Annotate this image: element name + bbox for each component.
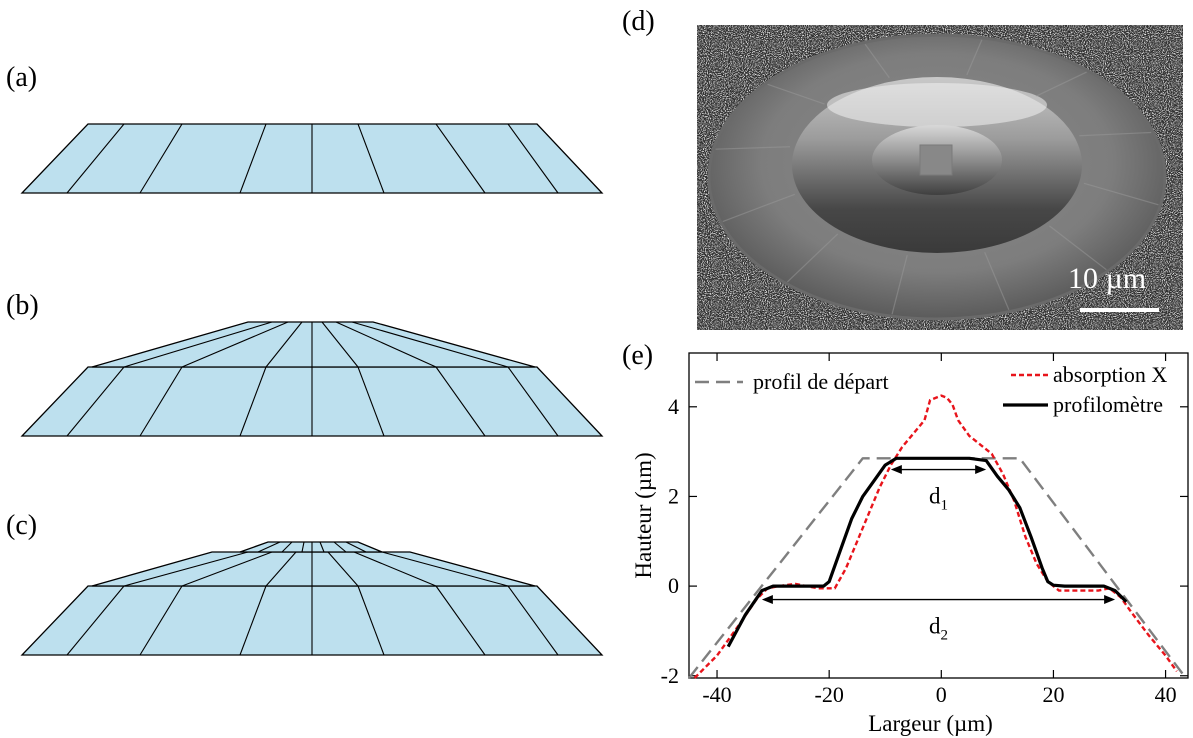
frustum-diagrams bbox=[20, 123, 604, 656]
frustum-b-top-facet-line bbox=[181, 321, 289, 368]
dimension-d1-arrow bbox=[890, 465, 987, 475]
micrograph-center-square bbox=[919, 144, 953, 176]
micrograph-facet-line bbox=[864, 43, 890, 79]
frustum-b-top-facet-line bbox=[351, 321, 509, 368]
dimension-d2-arrow-head-left bbox=[761, 595, 773, 605]
panel-label-a: (a) bbox=[6, 62, 38, 93]
dimension-d2-subscript: 2 bbox=[941, 628, 949, 644]
frustum-c-base-facet-line bbox=[435, 585, 486, 656]
y-axis-label: Hauteur (µm) bbox=[633, 452, 656, 578]
frustum-c-middle bbox=[91, 551, 536, 587]
frustum-a-base-facet-line bbox=[139, 123, 183, 194]
frustum-c-middle-facet-line bbox=[265, 551, 297, 587]
frustum-a-base-facet-line bbox=[357, 123, 385, 194]
micrograph-facet-line bbox=[722, 193, 795, 223]
frustum-c-middle-facet-line bbox=[353, 551, 437, 587]
frustum-a-base-facet-line bbox=[66, 123, 125, 194]
x-tick-label: 20 bbox=[1042, 682, 1064, 707]
panel-label-b: (b) bbox=[6, 290, 39, 321]
series-line-3 bbox=[726, 456, 1128, 648]
frustum-a-base-facet-line bbox=[507, 123, 559, 194]
x-tick-label: 40 bbox=[1155, 682, 1177, 707]
micrograph-facet-line bbox=[1083, 182, 1159, 206]
frustum-a-base-facet-line bbox=[435, 123, 486, 194]
frustum-b-base-facet-line bbox=[139, 366, 183, 437]
frustum-b-base-facet-line bbox=[507, 366, 559, 437]
scale-bar-label: 10 µm bbox=[1068, 262, 1147, 295]
frustum-c-top-facet-line bbox=[301, 541, 305, 553]
micrograph-outer-rim bbox=[707, 33, 1167, 321]
micrograph-highlight bbox=[827, 83, 1047, 127]
frustum-c-middle-facet-line bbox=[123, 551, 249, 587]
frustum-c-middle-facet-line bbox=[181, 551, 273, 587]
panel-label-e: (e) bbox=[622, 340, 654, 371]
y-tick-label: 4 bbox=[668, 394, 679, 419]
frustum-c-top-facet-line bbox=[345, 541, 367, 553]
micrograph-facet-line bbox=[767, 83, 825, 105]
x-tick-label: 0 bbox=[936, 682, 947, 707]
frustum-c-base-facet-line bbox=[507, 585, 559, 656]
micrograph-facet-line bbox=[1079, 131, 1152, 137]
x-tick-label: -40 bbox=[702, 682, 731, 707]
dimension-d1-arrow-head-left bbox=[890, 465, 902, 475]
dimension-d2-arrow-head-right bbox=[1104, 595, 1116, 605]
frustum-b-top bbox=[91, 321, 536, 368]
dimension-d2-arrow bbox=[761, 595, 1116, 605]
x-axis-label: Largeur (µm) bbox=[868, 711, 993, 736]
dimension-d1-arrow-head-right bbox=[975, 465, 987, 475]
frustum-c-top-facet-line bbox=[257, 541, 281, 553]
legend-label-2: absorption X bbox=[1053, 362, 1167, 387]
frustum-b-top-facet-line bbox=[123, 321, 273, 368]
frustum-b-base-facet-line bbox=[66, 366, 125, 437]
y-tick-label: -2 bbox=[661, 663, 679, 688]
sem-micrograph bbox=[697, 25, 1183, 330]
legend-label-3: profilomètre bbox=[1053, 392, 1163, 417]
frustum-c-top-facet-line bbox=[281, 541, 293, 553]
frustum-b-base-facet-line bbox=[357, 366, 385, 437]
dimension-d1-label: d1 bbox=[929, 484, 948, 514]
frustum-c-base-facet-line bbox=[357, 585, 385, 656]
frustum-c-top-facet-line bbox=[319, 541, 325, 553]
frustum-a-base-facet-line bbox=[239, 123, 267, 194]
frustum-c-middle-facet-line bbox=[327, 551, 359, 587]
micrograph-facet-line bbox=[1049, 225, 1107, 271]
frustum-c-base-facet-line bbox=[239, 585, 267, 656]
frustum-c-base-facet-line bbox=[66, 585, 125, 656]
dimension-d2-label: d2 bbox=[929, 614, 948, 644]
legend-label-1: profil de départ bbox=[753, 369, 889, 394]
micrograph-facet-line bbox=[891, 255, 908, 315]
micrograph-facet-line bbox=[1036, 71, 1087, 97]
frustum-diagram-c bbox=[20, 541, 604, 656]
frustum-c-top-facet-line bbox=[333, 541, 347, 553]
micrograph-facet-lines bbox=[715, 39, 1159, 315]
frustum-diagram-a bbox=[20, 123, 604, 194]
dimension-d1-subscript: 1 bbox=[941, 498, 949, 514]
frustum-b-top-facet-line bbox=[265, 321, 303, 368]
frustum-c-base-facet-line bbox=[139, 585, 183, 656]
micrograph-facet-line bbox=[715, 146, 791, 150]
y-tick-label: 2 bbox=[668, 483, 679, 508]
micrograph-facet-line bbox=[786, 233, 839, 283]
micrograph-facet-line bbox=[984, 251, 1010, 310]
frustum-b-top-facet-line bbox=[321, 321, 359, 368]
frustum-b-top-facet-line bbox=[335, 321, 437, 368]
micrograph-facet-line bbox=[966, 39, 983, 76]
y-tick-label: 0 bbox=[668, 573, 679, 598]
frustum-b-base-facet-line bbox=[435, 366, 486, 437]
panel-label-c: (c) bbox=[6, 510, 38, 541]
frustum-b-base-facet-line bbox=[239, 366, 267, 437]
frustum-diagram-b bbox=[20, 321, 604, 437]
frustum-c-middle-facet-line bbox=[381, 551, 509, 587]
plot-frame bbox=[688, 352, 1189, 679]
x-tick-label: -20 bbox=[815, 682, 844, 707]
panel-label-d: (d) bbox=[622, 6, 655, 37]
